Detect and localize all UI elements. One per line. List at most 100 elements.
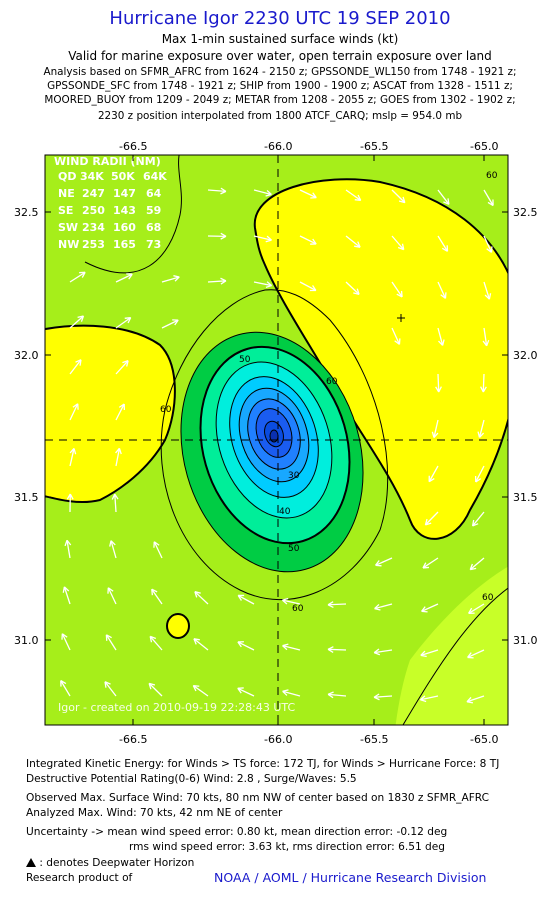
wind-arrow-head	[69, 448, 77, 455]
research-label: Research product of	[26, 872, 133, 884]
wind-arrow	[105, 634, 117, 651]
wind-arrow-head	[469, 563, 477, 571]
lat-tick-label: 32.5	[14, 206, 39, 219]
wind-arrow-head	[172, 319, 179, 326]
wind-arrow	[299, 235, 317, 245]
lon-tick-label: -65.0	[470, 140, 498, 153]
wind-arrow	[253, 189, 272, 196]
wind-arrow-head	[353, 288, 360, 295]
wind-arrow-head	[438, 339, 445, 346]
thin-contour-southeast	[402, 587, 508, 725]
wind-arrow	[193, 638, 209, 651]
wind-arrow-head	[471, 519, 479, 527]
analysis-line: MOORED_BUOY from 1209 - 2049 z; METAR fr…	[44, 94, 516, 106]
wind-arrow-head	[435, 386, 442, 393]
wind-arrow-head	[109, 540, 116, 547]
wind-arrow	[69, 271, 86, 283]
wind-arrow-head	[486, 246, 493, 253]
wind-arrow-head	[148, 682, 156, 690]
wind-arrow	[345, 235, 361, 248]
wind-arrow-head	[149, 635, 157, 643]
wind-arrow-head	[373, 648, 381, 656]
yellow-region-west	[45, 324, 176, 504]
wind-arrow	[115, 317, 132, 329]
wind-arrow	[114, 493, 117, 513]
wind-arrow-head	[237, 594, 245, 601]
wind-arrow	[69, 403, 79, 421]
wind-arrow	[69, 315, 84, 329]
wind-arrow-head	[354, 241, 361, 248]
wind-arrow-head	[419, 695, 427, 703]
wind-arrow	[345, 189, 362, 201]
thin-contour-60-ring	[160, 289, 389, 601]
wind-arrow	[69, 359, 82, 375]
wind-arrow	[345, 281, 360, 295]
analysis-line: GPSSONDE_SFC from 1748 - 1921 z; SHIP fr…	[47, 80, 513, 92]
wind-arrow	[207, 280, 227, 283]
wind-arrow-head	[374, 603, 381, 611]
contour-label: 60	[160, 405, 172, 415]
radii-cell: SE	[58, 204, 73, 217]
radii-cell: 165	[113, 238, 136, 251]
wind-arrow-head	[220, 277, 227, 285]
wind-arrow	[207, 189, 226, 193]
uncertainty-text: Uncertainty -> mean wind speed error: 0.…	[26, 826, 448, 838]
wind-arrow-head	[118, 403, 126, 410]
wind-arrow	[373, 695, 393, 698]
wind-arrow	[391, 189, 406, 204]
wind-arrow-head	[327, 646, 334, 653]
wind-arrow	[153, 541, 163, 559]
radii-header: QD	[58, 170, 76, 183]
wind-arrow	[237, 641, 255, 651]
lon-tick-label: -65.5	[360, 733, 388, 746]
contour-label: 60	[482, 593, 494, 603]
wind-arrow-head	[124, 316, 132, 324]
wind-arrow	[237, 687, 255, 697]
dpr-text: Destructive Potential Rating(0-6) Wind: …	[26, 773, 357, 785]
wind-arrow	[253, 281, 272, 287]
wind-arrow	[391, 327, 401, 345]
analysis-line: 2230 z position interpolated from 1800 A…	[97, 110, 463, 122]
contour-label-group: 60 60 60 60 50 50 40 30 60	[160, 171, 498, 614]
axis-labels: -66.5 -66.0 -65.5 -65.0 -66.5 -66.0 -65.…	[14, 140, 538, 746]
wind-arrow-head	[467, 652, 474, 659]
wind-arrow-head	[310, 238, 317, 245]
wind-arrow-head	[153, 541, 160, 548]
wind-arrow	[422, 557, 439, 569]
wind-radii-title: WIND RADII (NM)	[54, 155, 161, 168]
wind-arrow-head	[60, 679, 67, 687]
wind-arrow-head	[441, 245, 449, 252]
organization-link[interactable]: NOAA / AOML / Hurricane Research Divisio…	[214, 870, 487, 885]
wind-arrow	[63, 586, 71, 605]
wind-arrow-head	[310, 192, 317, 199]
wind-arrow-head	[480, 386, 487, 393]
wind-arrow	[467, 649, 485, 659]
lat-tick-label: 32.0	[14, 349, 39, 362]
wind-arrow	[237, 594, 255, 605]
radii-header: 50K	[111, 170, 135, 183]
wind-arrow-head	[431, 431, 439, 438]
wind-arrow-head	[104, 681, 111, 688]
wind-arrow-head	[468, 607, 475, 615]
wind-arrow-head	[173, 275, 180, 282]
wind-arrow	[437, 281, 447, 299]
wind-arrow-head	[62, 586, 70, 593]
yellow-region-east	[253, 178, 508, 540]
wind-arrow-head	[309, 285, 317, 292]
wind-arrow-head	[466, 696, 473, 704]
lat-tick-label: 31.5	[14, 491, 39, 504]
lon-tick-label: -66.5	[119, 733, 147, 746]
wind-arrow	[327, 648, 347, 651]
lon-tick-label: -65.5	[360, 140, 388, 153]
wind-arrow	[468, 603, 485, 614]
wind-arrow-head	[281, 597, 289, 605]
wind-arrow	[104, 681, 117, 697]
wind-arrow-head	[61, 633, 68, 640]
contour-label: 50	[239, 355, 251, 365]
uncertainty-rms-text: rms wind speed error: 3.63 kt, rms direc…	[129, 841, 446, 853]
wind-arrow-head	[75, 359, 82, 366]
wind-arrow-head	[265, 281, 273, 288]
wind-arrow-head	[126, 273, 133, 280]
lat-tick-label: 31.0	[513, 634, 538, 647]
wind-arrow-head	[64, 539, 72, 547]
